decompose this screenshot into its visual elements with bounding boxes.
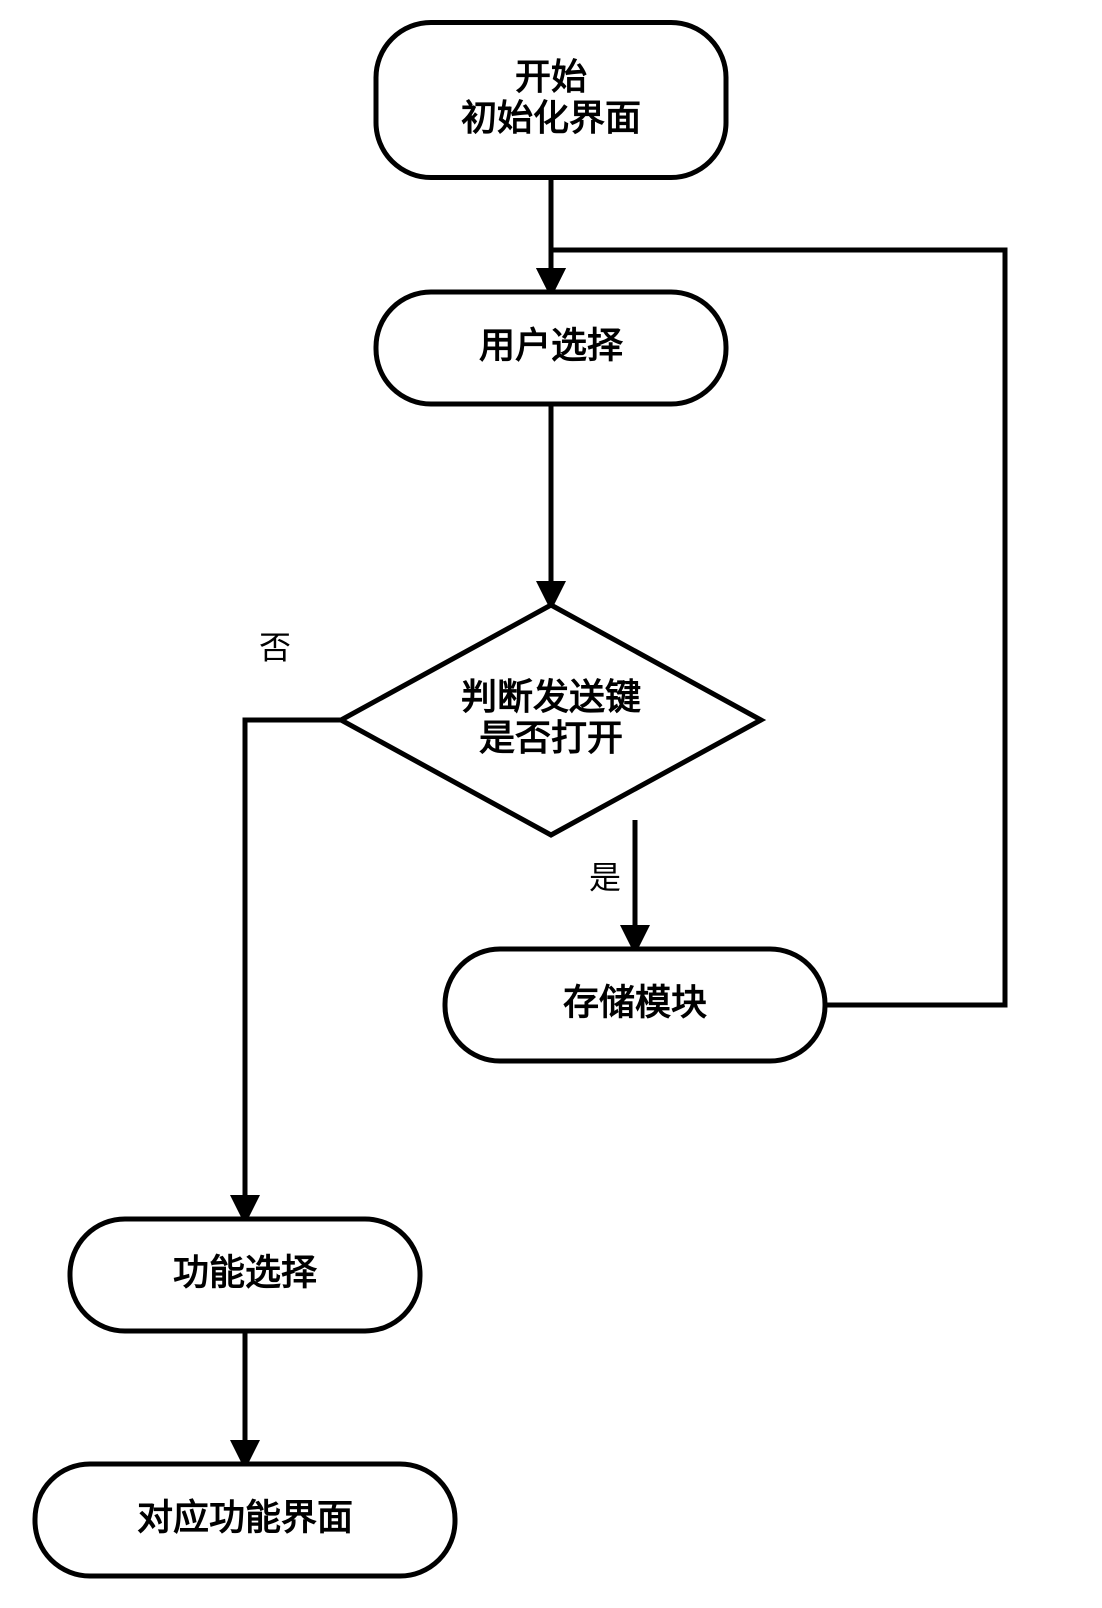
node-store-line-0: 存储模块 [563, 982, 707, 1023]
node-decide-line-1: 是否打开 [479, 717, 623, 758]
node-ui-line-0: 对应功能界面 [137, 1497, 353, 1538]
node-decide-line-0: 判断发送键 [461, 676, 641, 717]
node-start-line-1: 初始化界面 [461, 97, 641, 138]
edge-4 [245, 720, 341, 1219]
node-func-line-0: 功能选择 [173, 1252, 318, 1293]
node-select-line-0: 用户选择 [479, 325, 624, 366]
edge-label-4: 否 [259, 629, 291, 665]
node-start-line-0: 开始 [515, 56, 587, 97]
edge-label-2: 是 [589, 859, 621, 895]
